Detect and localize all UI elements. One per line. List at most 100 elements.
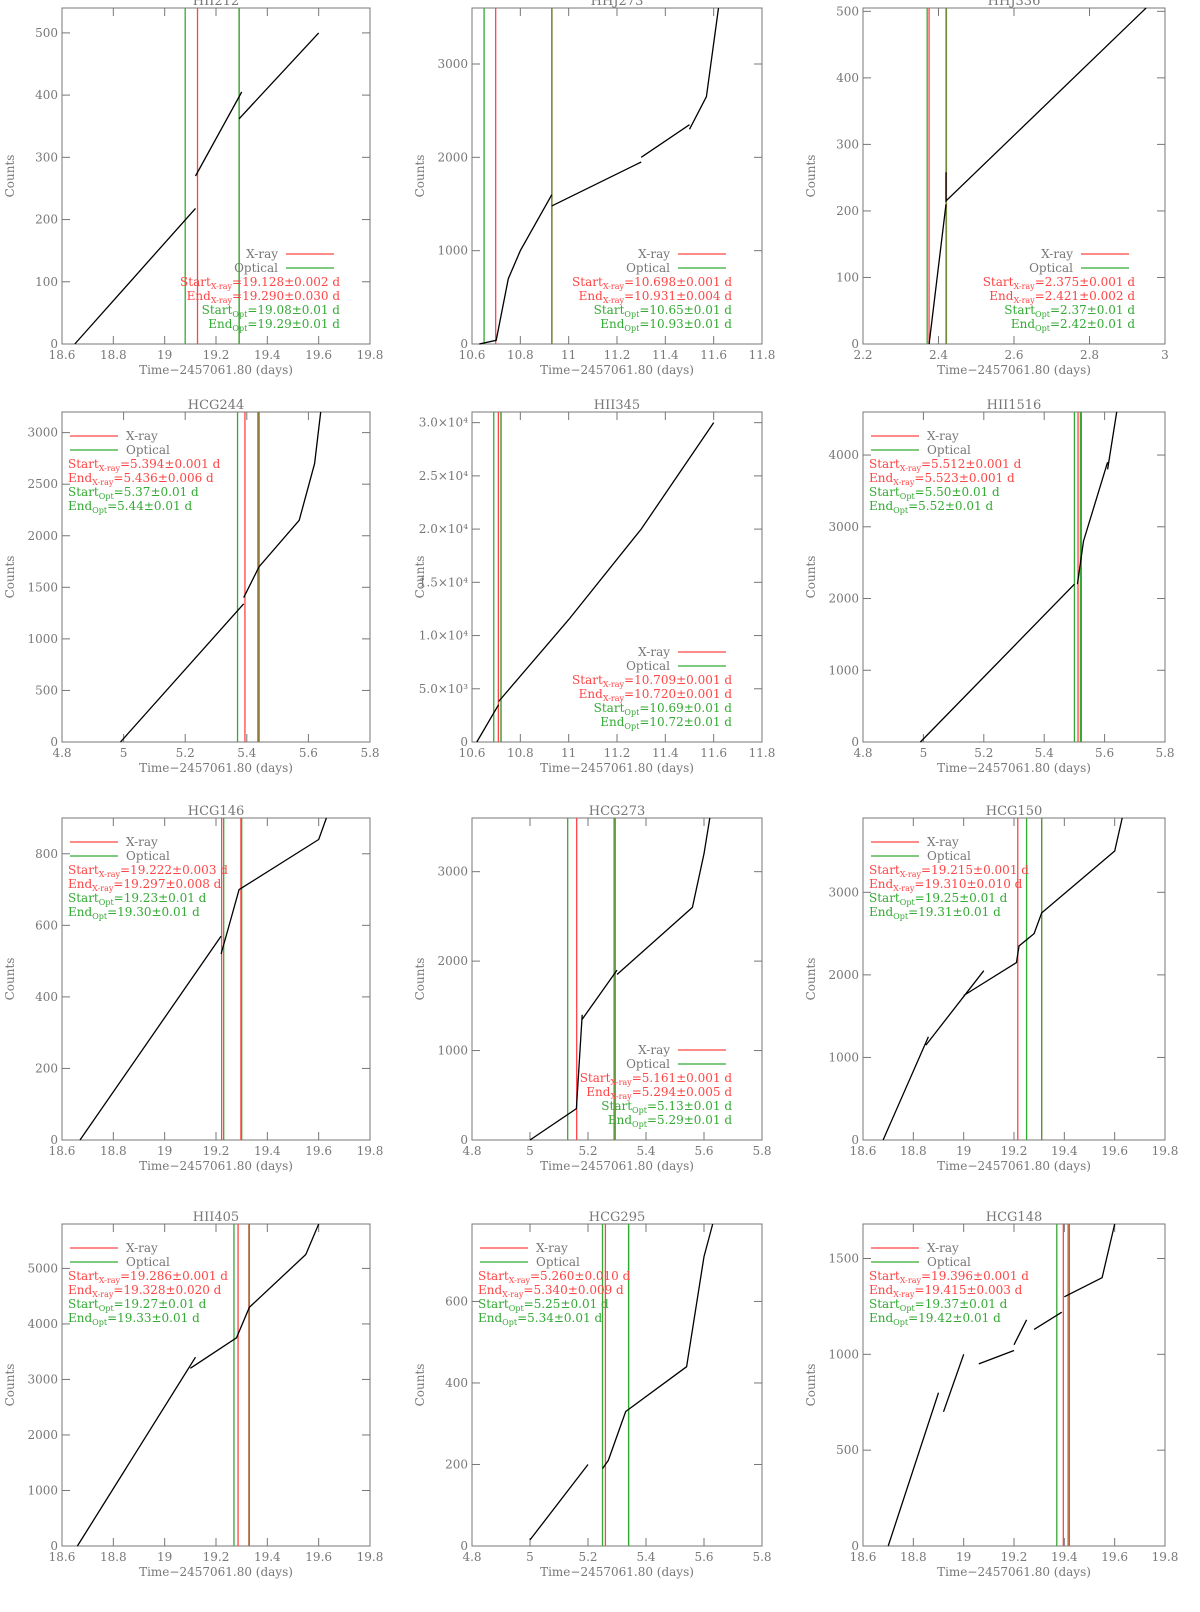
annotation-value: =19.33±0.01 d — [107, 1311, 200, 1325]
annotation-text: End — [869, 471, 893, 485]
y-tick-label: 800 — [35, 847, 58, 861]
annotation-text: End — [608, 1113, 632, 1127]
x-tick-label: 19.8 — [357, 1550, 384, 1564]
annotation-sub: Opt — [624, 324, 640, 333]
annotation-value: =19.297±0.008 d — [113, 877, 221, 891]
event-annotation: EndX-ray=19.310±0.010 d — [869, 877, 1023, 893]
x-tick-label: 5.4 — [636, 1550, 655, 1564]
annotation-sub: X-ray — [603, 680, 625, 689]
y-tick-label: 1.5×10⁴ — [419, 575, 468, 589]
annotation-value: =2.421±0.002 d — [1035, 289, 1136, 303]
y-tick-label: 200 — [35, 213, 58, 227]
event-annotation: EndX-ray=19.297±0.008 d — [68, 877, 222, 893]
legend-label: X-ray — [638, 247, 670, 261]
annotation-text: Start — [983, 275, 1014, 289]
y-tick-label: 0 — [50, 1539, 58, 1553]
annotation-text: Start — [601, 1099, 632, 1113]
y-axis-label: Counts — [3, 155, 17, 198]
annotation-sub: X-ray — [603, 296, 625, 305]
y-tick-label: 200 — [445, 1457, 468, 1471]
x-tick-label: 2.6 — [1004, 348, 1023, 362]
y-tick-label: 3.0×10⁴ — [419, 416, 468, 430]
y-axis-label: Counts — [804, 1364, 818, 1407]
annotation-text: Start — [869, 1269, 900, 1283]
annotation-text: End — [68, 499, 92, 513]
y-axis-label: Counts — [413, 1364, 427, 1407]
event-annotation: StartOpt=19.37±0.01 d — [869, 1297, 1008, 1313]
legend-label: Optical — [234, 261, 278, 275]
annotation-text: Start — [869, 891, 900, 905]
annotation-sub: Opt — [624, 708, 640, 717]
event-annotation: EndX-ray=5.436±0.006 d — [68, 471, 214, 487]
x-axis-label: Time−2457061.80 (days) — [540, 761, 694, 775]
annotation-text: End — [586, 1085, 610, 1099]
x-axis-label: Time−2457061.80 (days) — [139, 363, 293, 377]
legend-label: X-ray — [126, 1241, 158, 1255]
y-tick-label: 0 — [50, 735, 58, 749]
annotation-text: End — [68, 1283, 92, 1297]
x-tick-label: 18.6 — [49, 348, 76, 362]
annotation-sub: X-ray — [610, 1078, 632, 1087]
y-tick-label: 100 — [836, 270, 859, 284]
y-tick-label: 0 — [460, 337, 468, 351]
y-tick-label: 500 — [35, 683, 58, 697]
legend-label: Optical — [126, 1255, 170, 1269]
annotation-value: =19.328±0.020 d — [113, 1283, 221, 1297]
annotation-text: Start — [869, 1297, 900, 1311]
x-axis-label: Time−2457061.80 (days) — [139, 1565, 293, 1579]
x-tick-label: 11.4 — [652, 746, 679, 760]
y-tick-label: 3000 — [828, 885, 859, 899]
x-tick-label: 5 — [920, 746, 928, 760]
x-tick-label: 5 — [526, 1550, 534, 1564]
y-tick-label: 300 — [836, 137, 859, 151]
annotation-sub: Opt — [1035, 310, 1051, 319]
annotation-sub: Opt — [1035, 324, 1051, 333]
legend-label: X-ray — [246, 247, 278, 261]
fit-curve — [882, 817, 1123, 1141]
annotation-text: Start — [594, 303, 625, 317]
panel: HII212 Time−2457061.80 (days) Counts 18.6 18… — [3, 0, 383, 377]
annotation-text: End — [869, 1311, 893, 1325]
plot-frame — [471, 817, 763, 1141]
x-tick-label: 19.2 — [203, 1144, 230, 1158]
annotation-text: End — [478, 1311, 502, 1325]
event-annotation: EndX-ray=5.340±0.009 d — [478, 1283, 624, 1299]
annotation-sub: Opt — [893, 912, 909, 921]
legend-label: Optical — [927, 849, 971, 863]
legend-label: Optical — [1029, 261, 1073, 275]
y-tick-label: 3000 — [437, 57, 468, 71]
event-annotation: EndOpt=19.31±0.01 d — [869, 905, 1001, 921]
annotation-sub: Opt — [232, 310, 248, 319]
legend-label: X-ray — [927, 1241, 959, 1255]
event-annotation: StartX-ray=5.260±0.010 d — [478, 1269, 631, 1285]
annotation-text: Start — [202, 303, 233, 317]
panel-title: HII212 — [193, 0, 239, 9]
annotation-text: End — [1011, 317, 1035, 331]
y-tick-label: 400 — [836, 71, 859, 85]
x-tick-label: 19.8 — [1152, 1550, 1179, 1564]
annotation-sub: X-ray — [1013, 282, 1035, 291]
x-tick-label: 5.2 — [578, 1550, 597, 1564]
annotation-value: =10.698±0.001 d — [624, 275, 732, 289]
annotation-value: =5.394±0.001 d — [120, 457, 221, 471]
legend-label: Optical — [626, 1057, 670, 1071]
panel: HII405 Time−2457061.80 (days) Counts 18.6 18… — [3, 1210, 383, 1579]
annotation-sub: X-ray — [603, 282, 625, 291]
y-tick-label: 600 — [445, 1294, 468, 1308]
panel: HCG244 Time−2457061.80 (days) Counts 4.8 5 5.… — [3, 398, 380, 775]
annotation-value: =5.50±0.01 d — [915, 485, 1000, 499]
annotation-text: End — [68, 471, 92, 485]
event-annotation: EndX-ray=19.328±0.020 d — [68, 1283, 222, 1299]
x-tick-label: 18.6 — [850, 1550, 877, 1564]
annotation-value: =2.42±0.01 d — [1050, 317, 1135, 331]
x-tick-label: 10.8 — [507, 348, 534, 362]
x-tick-label: 5.8 — [1155, 746, 1174, 760]
legend-label: X-ray — [927, 429, 959, 443]
panel-title: HCG273 — [589, 804, 645, 819]
y-tick-label: 4000 — [27, 1317, 58, 1331]
panel-title: HCG148 — [986, 1210, 1042, 1225]
event-annotation: StartOpt=2.37±0.01 d — [1004, 303, 1135, 319]
annotation-value: =19.310±0.010 d — [914, 877, 1022, 891]
x-tick-label: 5.6 — [694, 1144, 713, 1158]
